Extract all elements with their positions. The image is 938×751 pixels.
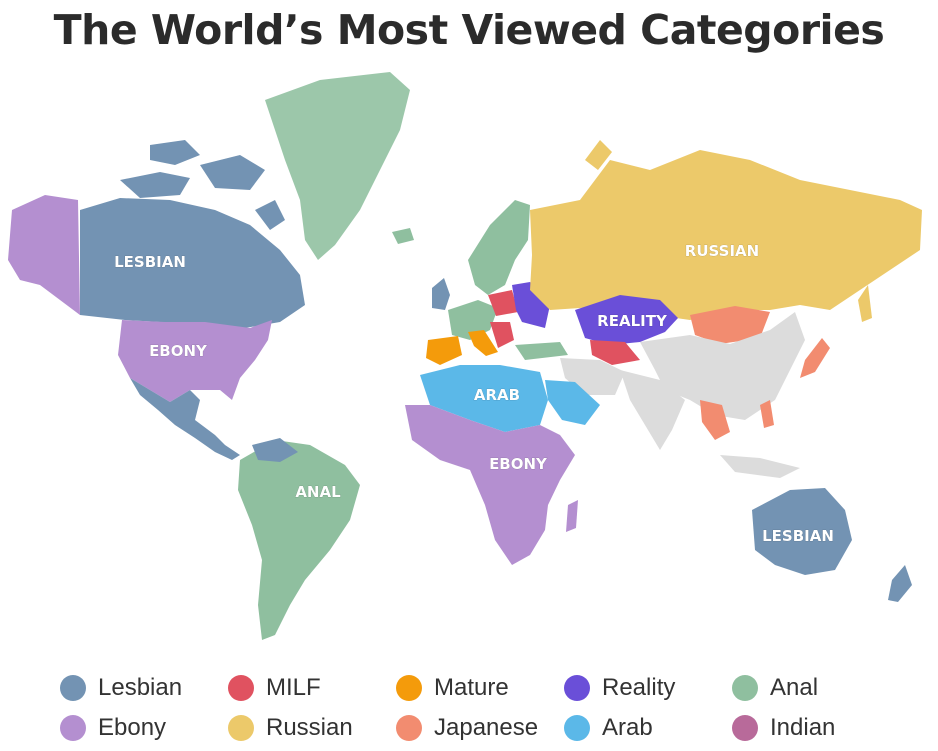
legend-swatch xyxy=(732,715,758,741)
legend-label: Anal xyxy=(770,674,819,701)
legend-label: Reality xyxy=(602,674,676,701)
region-venezuela xyxy=(252,438,298,462)
map-label-anal-south-america: ANAL xyxy=(295,483,341,501)
legend-swatch xyxy=(60,715,86,741)
legend-item-indian: Indian xyxy=(732,714,900,742)
legend-item-ebony: Ebony xyxy=(60,714,228,742)
region-scandinavia xyxy=(468,200,530,295)
region-spain xyxy=(426,336,462,365)
region-south-america xyxy=(238,440,360,640)
legend-item-lesbian: Lesbian xyxy=(60,674,228,702)
region-west-europe xyxy=(448,300,498,340)
region-iceland xyxy=(392,228,414,244)
map-label-reality: REALITY xyxy=(597,312,668,330)
region-greenland xyxy=(265,72,410,260)
legend-item-milf: MILF xyxy=(228,674,396,702)
legend-item-reality: Reality xyxy=(564,674,732,702)
map-label-arab: ARAB xyxy=(474,386,520,404)
legend-row: Ebony Russian Japanese Arab Indian xyxy=(60,708,900,748)
region-australia xyxy=(752,488,852,575)
region-poland xyxy=(488,290,518,316)
legend-label: Arab xyxy=(602,714,653,741)
legend-swatch xyxy=(228,675,254,701)
map-label-lesbian-australia: LESBIAN xyxy=(762,527,834,545)
legend: Lesbian MILF Mature Reality Anal Ebony R… xyxy=(60,668,900,748)
map-label-ebony-usa: EBONY xyxy=(149,342,208,360)
legend-label: Mature xyxy=(434,674,509,701)
legend-item-anal: Anal xyxy=(732,674,900,702)
legend-item-arab: Arab xyxy=(564,714,732,742)
region-mexico xyxy=(130,378,240,460)
region-russia xyxy=(530,150,922,320)
legend-label: Japanese xyxy=(434,714,539,741)
legend-item-mature: Mature xyxy=(396,674,564,702)
legend-label: Indian xyxy=(770,714,836,741)
region-indonesia xyxy=(720,455,800,478)
region-se-asia xyxy=(700,400,730,440)
page-title: The World’s Most Viewed Categories xyxy=(53,6,885,54)
region-kazakhstan xyxy=(575,295,678,345)
region-new-zealand xyxy=(888,565,912,602)
legend-swatch xyxy=(228,715,254,741)
legend-swatch xyxy=(60,675,86,701)
map-label-ebony-africa: EBONY xyxy=(489,455,548,473)
region-arabia xyxy=(545,380,600,425)
legend-swatch xyxy=(396,715,422,741)
region-mongolia xyxy=(690,306,770,344)
legend-row: Lesbian MILF Mature Reality Anal xyxy=(60,668,900,708)
legend-item-japanese: Japanese xyxy=(396,714,564,742)
legend-swatch xyxy=(564,715,590,741)
region-japan xyxy=(800,338,830,378)
legend-swatch xyxy=(396,675,422,701)
region-philippines xyxy=(760,400,774,428)
legend-swatch xyxy=(732,675,758,701)
region-india xyxy=(620,370,685,450)
region-novaya-zemlya xyxy=(585,140,612,170)
legend-label: Lesbian xyxy=(98,674,183,701)
region-north-africa xyxy=(420,365,548,432)
legend-label: MILF xyxy=(266,674,321,701)
region-africa xyxy=(405,405,575,565)
region-ukraine xyxy=(512,282,550,328)
legend-swatch xyxy=(564,675,590,701)
region-usa xyxy=(118,320,272,402)
legend-label: Russian xyxy=(266,714,353,741)
region-china xyxy=(640,312,805,420)
region-sakhalin xyxy=(858,285,872,322)
legend-item-russian: Russian xyxy=(228,714,396,742)
region-madagascar xyxy=(566,500,578,532)
region-canada xyxy=(80,140,305,328)
region-alaska xyxy=(8,195,80,315)
world-map: LESBIAN EBONY ANAL RUSSIAN REALITY ARAB … xyxy=(8,72,922,640)
map-label-lesbian-north-america: LESBIAN xyxy=(114,253,186,271)
map-label-russian: RUSSIAN xyxy=(685,242,759,260)
region-italy xyxy=(468,330,498,356)
region-balkans xyxy=(490,322,514,348)
legend-label: Ebony xyxy=(98,714,167,741)
region-uzbekistan xyxy=(590,340,640,365)
region-turkey xyxy=(515,342,568,360)
region-uk xyxy=(432,278,450,310)
